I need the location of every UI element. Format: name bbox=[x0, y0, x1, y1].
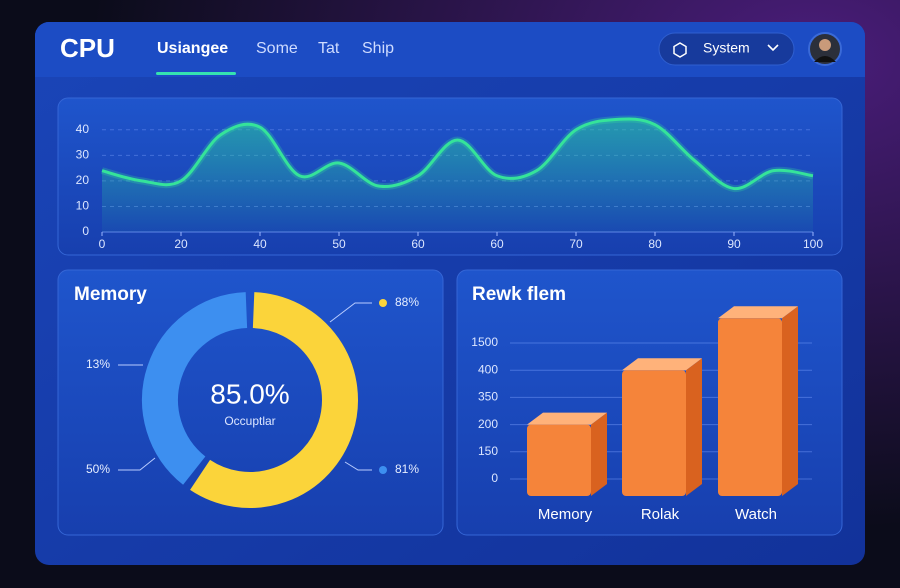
x-tick-label: 60 bbox=[411, 237, 425, 251]
dropdown[interactable] bbox=[658, 32, 795, 66]
bar bbox=[718, 318, 782, 496]
y-tick-label: 30 bbox=[76, 148, 90, 162]
avatar-face bbox=[819, 39, 831, 51]
line bbox=[101, 117, 814, 191]
bar-top bbox=[622, 358, 702, 371]
y-tick-label: 40 bbox=[76, 122, 90, 136]
dropdown-icon bbox=[673, 42, 687, 58]
y-tick-label: 0 bbox=[491, 471, 498, 485]
header-bar bbox=[35, 22, 865, 77]
donut-segment bbox=[142, 292, 248, 485]
bar-top bbox=[718, 306, 798, 319]
annotation: 13% bbox=[86, 357, 110, 371]
leader-line bbox=[344, 461, 372, 471]
annotation: 81% bbox=[395, 462, 419, 476]
bar-top bbox=[527, 412, 607, 425]
y-tick-label: 200 bbox=[478, 417, 498, 431]
nav-item[interactable]: Tat bbox=[318, 40, 340, 57]
bar-side bbox=[591, 412, 607, 496]
x-tick-label: 50 bbox=[332, 237, 346, 251]
y-tick-label: 20 bbox=[76, 173, 90, 187]
panel-title: Rewk flem bbox=[472, 284, 566, 305]
y-tick-label: 10 bbox=[76, 199, 90, 213]
y-tick-label: 0 bbox=[82, 224, 89, 238]
y-tick-label: 150 bbox=[478, 444, 498, 458]
bar-side bbox=[686, 358, 702, 496]
legend-dot bbox=[379, 299, 387, 307]
x-tick-label: 0 bbox=[99, 237, 106, 251]
nav-underline bbox=[156, 72, 236, 75]
leader-line bbox=[118, 457, 156, 471]
donut-center: 85.0% bbox=[210, 378, 289, 409]
x-tick-label: 40 bbox=[253, 237, 267, 251]
app-title: CPU bbox=[60, 33, 115, 63]
bar bbox=[527, 424, 591, 496]
line-area bbox=[102, 118, 813, 232]
x-tick-label: 90 bbox=[727, 237, 741, 251]
x-tick-label: 100 bbox=[803, 237, 823, 251]
annotation: 50% bbox=[86, 462, 110, 476]
x-tick-label: 70 bbox=[569, 237, 583, 251]
avatar-body bbox=[814, 56, 836, 62]
y-tick-label: 1500 bbox=[471, 335, 498, 349]
y-tick-label: 350 bbox=[478, 390, 498, 404]
leader-line bbox=[329, 302, 372, 323]
bar-side bbox=[782, 306, 798, 496]
donut-segment bbox=[190, 292, 358, 508]
x-tick-label: Memory bbox=[538, 506, 593, 523]
bar bbox=[622, 370, 686, 496]
nav-item[interactable]: Ship bbox=[362, 40, 394, 57]
panel-title: Memory bbox=[74, 284, 147, 305]
y-tick-label: 400 bbox=[478, 362, 498, 376]
x-tick-label: Watch bbox=[735, 506, 777, 523]
x-tick-label: Rolak bbox=[641, 506, 680, 523]
x-tick-label: 60 bbox=[490, 237, 504, 251]
chevron bbox=[767, 44, 779, 52]
annotation: 88% bbox=[395, 295, 419, 309]
nav-item[interactable]: Some bbox=[256, 40, 298, 57]
dropdown-label: System bbox=[703, 40, 750, 56]
donut-sublabel: Occuptlar bbox=[224, 414, 275, 428]
x-tick-label: 80 bbox=[648, 237, 662, 251]
x-tick-label: 20 bbox=[174, 237, 188, 251]
legend-dot bbox=[379, 466, 387, 474]
memory-panel bbox=[57, 269, 444, 536]
nav-item[interactable]: Usiangee bbox=[157, 40, 228, 57]
